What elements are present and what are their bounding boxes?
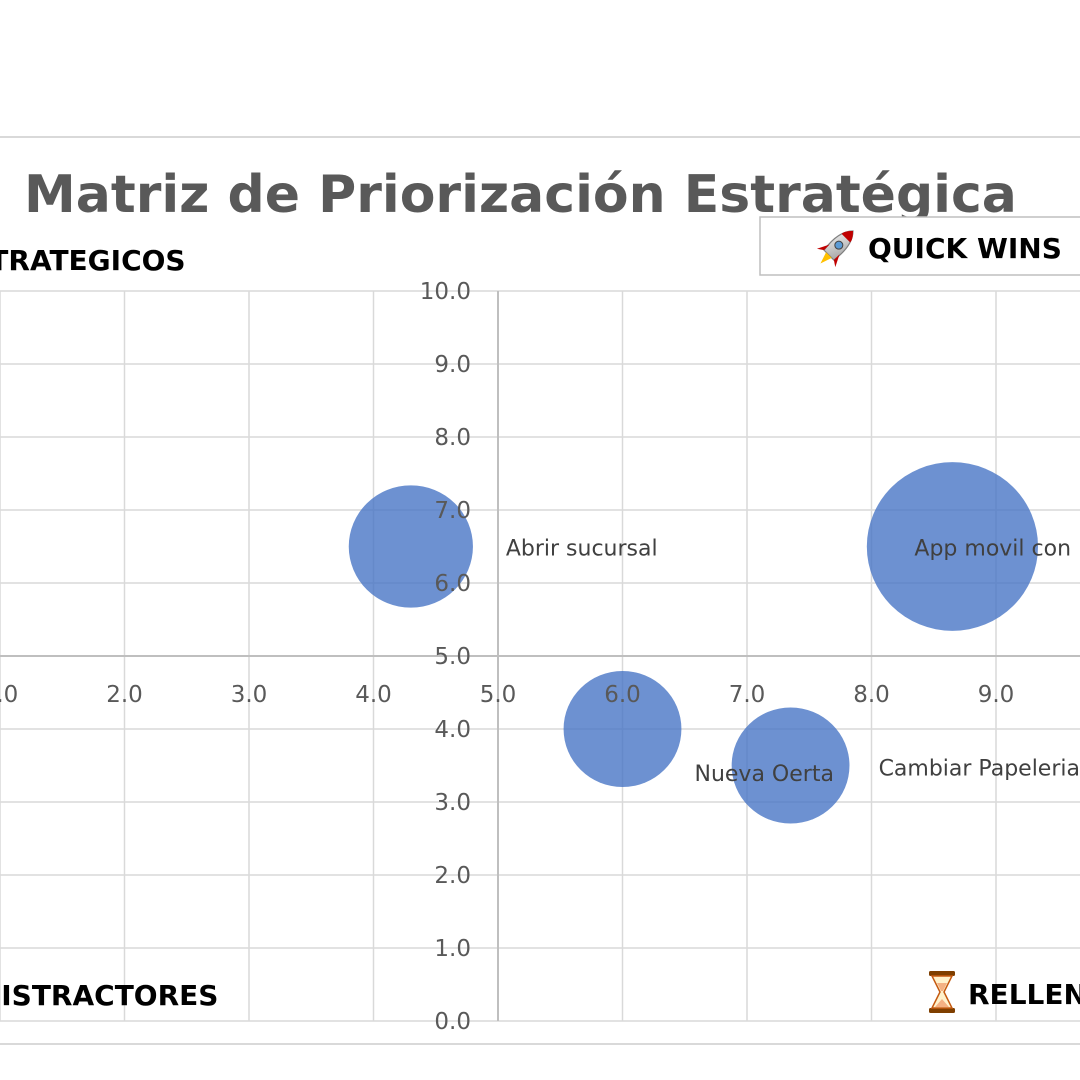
quadrant-label-bottom-right: RELLENO	[968, 978, 1080, 1011]
x-tick-label: 9.0	[978, 682, 1015, 708]
y-tick-label: 3.0	[434, 790, 471, 816]
y-tick-label: 6.0	[434, 571, 471, 597]
data-label: App movil con	[914, 537, 1071, 562]
x-tick-label: 1.0	[0, 682, 18, 708]
data-label: Cambiar Papeleria	[879, 757, 1080, 782]
data-label: Nueva Oerta	[695, 762, 834, 787]
x-tick-label: 5.0	[480, 682, 517, 708]
bubble-cambiar-papeleria	[731, 707, 850, 824]
tick-labels: 1.0 2.0 3.0 4.0 5.0 6.0 7.0 8.0 9.0 0.0 1.0 2.0 3.0 4…	[0, 279, 1014, 1035]
data-labels: Abrir sucursal App movil con Nueva Oerta Ca…	[506, 537, 1080, 788]
y-tick-label: 0.0	[434, 1009, 471, 1035]
y-tick-label: 1.0	[434, 936, 471, 962]
y-tick-label: 5.0	[434, 644, 471, 670]
bubble-nueva-oerta	[563, 670, 682, 788]
y-tick-label: 7.0	[434, 498, 471, 524]
x-tick-label: 8.0	[853, 682, 890, 708]
hourglass-icon	[929, 971, 955, 1013]
y-tick-label: 10.0	[420, 279, 471, 305]
axes	[0, 291, 1080, 1021]
quadrant-label-top-right: QUICK WINS	[868, 232, 1062, 265]
data-label: Abrir sucursal	[506, 537, 658, 562]
quick-wins-box	[759, 216, 1080, 276]
x-tick-label: 3.0	[231, 682, 268, 708]
rocket-icon	[816, 230, 854, 268]
chart-title: Matriz de Priorización Estratégica	[24, 165, 1017, 225]
bubbles	[348, 462, 1039, 824]
bubble-abrir-sucursal	[348, 485, 473, 608]
x-tick-label: 4.0	[355, 682, 392, 708]
y-tick-label: 4.0	[434, 717, 471, 743]
x-tick-label: 6.0	[604, 682, 641, 708]
quadrant-label-bottom-left: DISTRACTORES	[0, 979, 218, 1012]
x-tick-label: 7.0	[729, 682, 766, 708]
bubble-app-movil-con	[866, 462, 1039, 631]
quadrant-label-top-left: ESTRATEGICOS	[0, 244, 186, 277]
y-tick-label: 9.0	[434, 352, 471, 378]
x-tick-label: 2.0	[106, 682, 143, 708]
y-tick-label: 8.0	[434, 425, 471, 451]
y-tick-label: 2.0	[434, 863, 471, 889]
